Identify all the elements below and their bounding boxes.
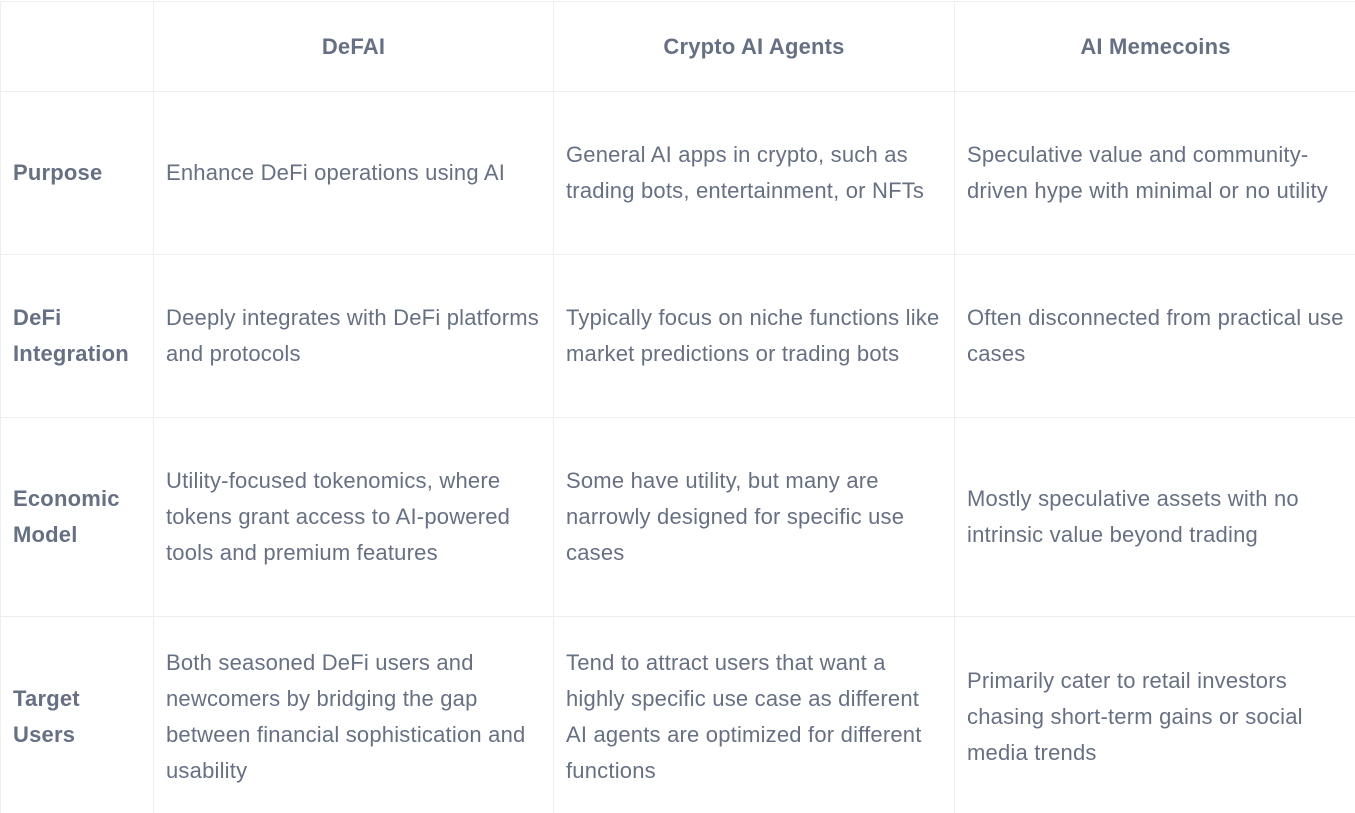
header-row: DeFAI Crypto AI Agents AI Memecoins xyxy=(0,1,1355,92)
header-crypto-ai-agents: Crypto AI Agents xyxy=(553,1,955,92)
row-label: DeFi Integration xyxy=(0,254,154,418)
table-cell: Primarily cater to retail investors chas… xyxy=(954,616,1355,813)
table-cell: Enhance DeFi operations using AI xyxy=(153,91,554,255)
table-row: Economic Model Utility-focused tokenomic… xyxy=(0,417,1355,617)
table-cell: Utility-focused tokenomics, where tokens… xyxy=(153,417,554,617)
table-cell: Some have utility, but many are narrowly… xyxy=(553,417,955,617)
row-label: Target Users xyxy=(0,616,154,813)
header-defai: DeFAI xyxy=(153,1,554,92)
table-row: Purpose Enhance DeFi operations using AI… xyxy=(0,91,1355,255)
header-ai-memecoins: AI Memecoins xyxy=(954,1,1355,92)
table-cell: General AI apps in crypto, such as tradi… xyxy=(553,91,955,255)
table-cell: Tend to attract users that want a highly… xyxy=(553,616,955,813)
table-cell: Both seasoned DeFi users and newcomers b… xyxy=(153,616,554,813)
table-cell: Mostly speculative assets with no intrin… xyxy=(954,417,1355,617)
table-cell: Often disconnected from practical use ca… xyxy=(954,254,1355,418)
row-label: Economic Model xyxy=(0,417,154,617)
row-label: Purpose xyxy=(0,91,154,255)
table-row: DeFi Integration Deeply integrates with … xyxy=(0,254,1355,418)
header-empty xyxy=(0,1,154,92)
table-cell: Deeply integrates with DeFi platforms an… xyxy=(153,254,554,418)
table-row: Target Users Both seasoned DeFi users an… xyxy=(0,616,1355,813)
table-cell: Speculative value and community-driven h… xyxy=(954,91,1355,255)
table-cell: Typically focus on niche functions like … xyxy=(553,254,955,418)
